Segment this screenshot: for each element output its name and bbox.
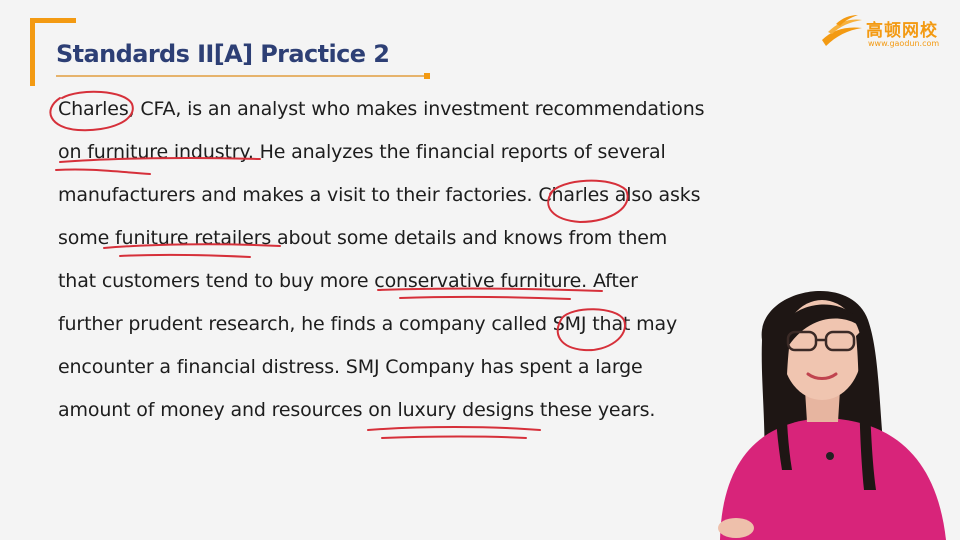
paragraph-line: further prudent research, he finds a com… [58, 313, 678, 335]
underline-luxury-designs-2 [381, 435, 527, 439]
slide-title: Standards II[A] Practice 2 [56, 40, 390, 68]
paragraph-line: encounter a financial distress. SMJ Comp… [58, 356, 643, 378]
paragraph-line: some funiture retailers about some detai… [58, 227, 668, 249]
paragraph-line: that customers tend to buy more conserva… [58, 270, 638, 292]
gaodun-swoosh-icon [822, 15, 862, 46]
logo-name: 高顿网校 [866, 21, 938, 41]
title-bracket-horizontal [30, 18, 76, 23]
paragraph-line: on furniture industry. He analyzes the f… [58, 141, 666, 163]
paragraph-line: Charles, CFA, is an analyst who makes in… [58, 98, 705, 120]
presenter-figure [718, 291, 946, 540]
title-bracket-vertical [30, 18, 35, 86]
paragraph-line: manufacturers and makes a visit to their… [58, 184, 701, 206]
title-underline-end-dot [424, 73, 430, 79]
title-underline [56, 75, 428, 77]
logo-url: www.gaodun.com [868, 39, 940, 48]
paragraph-line: amount of money and resources on luxury … [58, 399, 656, 421]
gaodun-logo: 高顿网校 www.gaodun.com [818, 12, 948, 56]
practice-paragraph: Charles, CFA, is an analyst who makes in… [58, 92, 758, 436]
